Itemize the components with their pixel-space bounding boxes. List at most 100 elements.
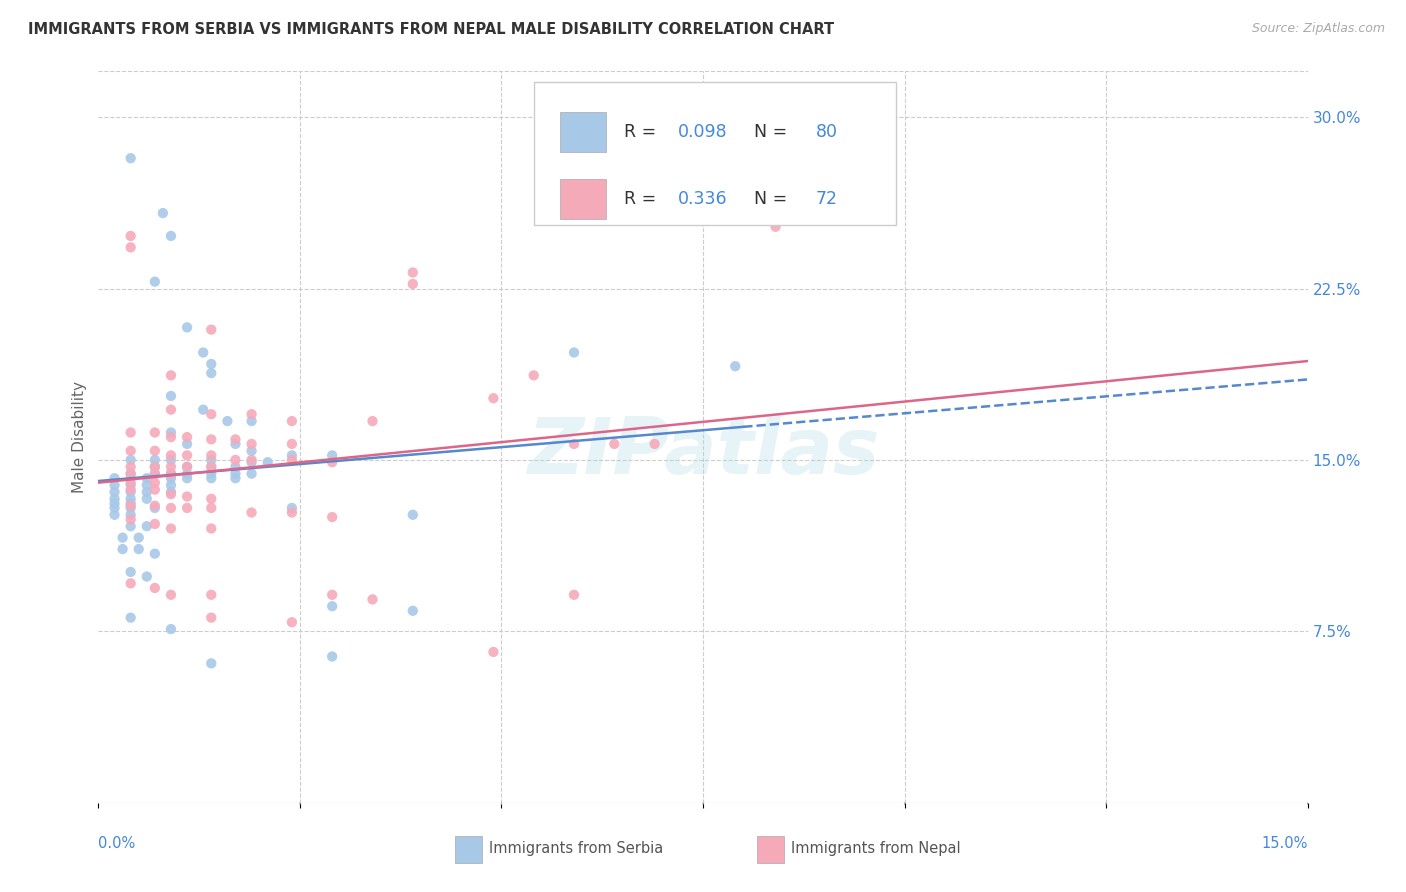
Point <box>103 508 125 522</box>
Point <box>143 581 166 595</box>
Point <box>240 455 263 469</box>
Point <box>200 610 222 624</box>
Point <box>120 483 142 497</box>
Point <box>176 459 198 474</box>
Point <box>135 478 157 492</box>
Point <box>143 275 166 289</box>
FancyBboxPatch shape <box>456 836 482 863</box>
Point <box>281 453 304 467</box>
Point <box>143 443 166 458</box>
Point <box>321 588 343 602</box>
Point <box>176 437 198 451</box>
Point <box>256 455 278 469</box>
Point <box>224 467 246 481</box>
Point <box>176 467 198 481</box>
Point <box>120 512 142 526</box>
Point <box>160 430 183 444</box>
Point <box>240 467 263 481</box>
Text: N =: N = <box>742 190 793 209</box>
Point <box>143 459 166 474</box>
Point <box>120 475 142 490</box>
Point <box>120 478 142 492</box>
Point <box>200 357 222 371</box>
Text: R =: R = <box>624 190 662 209</box>
Point <box>143 499 166 513</box>
Point <box>402 508 425 522</box>
Point <box>281 414 304 428</box>
Point <box>103 478 125 492</box>
Point <box>160 425 183 440</box>
Point <box>224 459 246 474</box>
Point <box>200 449 222 463</box>
Point <box>103 485 125 500</box>
Text: ZIPatlas: ZIPatlas <box>527 414 879 490</box>
Point <box>143 467 166 481</box>
Point <box>200 500 222 515</box>
Point <box>562 588 585 602</box>
Point <box>120 467 142 481</box>
Point <box>361 592 384 607</box>
Point <box>176 500 198 515</box>
Point <box>135 519 157 533</box>
Point <box>562 345 585 359</box>
Point <box>143 475 166 490</box>
FancyBboxPatch shape <box>561 179 606 219</box>
Text: 0.0%: 0.0% <box>98 836 135 851</box>
Point <box>644 437 666 451</box>
Point <box>143 516 166 531</box>
Point <box>603 437 626 451</box>
Text: 15.0%: 15.0% <box>1261 836 1308 851</box>
Point <box>224 471 246 485</box>
Text: 0.098: 0.098 <box>678 123 727 141</box>
Point <box>143 483 166 497</box>
Point <box>200 407 222 421</box>
Point <box>135 569 157 583</box>
Point <box>176 490 198 504</box>
Point <box>160 389 183 403</box>
Point <box>240 453 263 467</box>
Point <box>160 229 183 244</box>
Point <box>224 433 246 447</box>
Point <box>120 443 142 458</box>
Point <box>562 437 585 451</box>
Text: 0.336: 0.336 <box>678 190 727 209</box>
Point <box>120 485 142 500</box>
Point <box>200 459 222 474</box>
Point <box>103 496 125 510</box>
FancyBboxPatch shape <box>561 112 606 153</box>
Point <box>224 437 246 451</box>
Point <box>765 219 787 234</box>
Point <box>120 491 142 506</box>
Point <box>321 455 343 469</box>
Point <box>143 425 166 440</box>
Point <box>240 407 263 421</box>
Point <box>143 500 166 515</box>
Point <box>160 402 183 417</box>
Point <box>120 453 142 467</box>
Point <box>281 615 304 630</box>
Point <box>128 531 150 545</box>
Point <box>103 491 125 506</box>
Point <box>111 542 134 557</box>
Point <box>200 657 222 671</box>
Point <box>160 478 183 492</box>
Point <box>120 425 142 440</box>
Point <box>724 359 747 374</box>
Text: R =: R = <box>624 123 662 141</box>
Point <box>482 645 505 659</box>
Point <box>120 508 142 522</box>
Point <box>160 467 183 481</box>
Point <box>120 610 142 624</box>
Point <box>135 485 157 500</box>
Text: 72: 72 <box>815 190 838 209</box>
Point <box>193 345 215 359</box>
Point <box>128 542 150 557</box>
Point <box>193 402 215 417</box>
Point <box>176 459 198 474</box>
Point <box>281 506 304 520</box>
Point <box>135 491 157 506</box>
Point <box>200 471 222 485</box>
Point <box>402 604 425 618</box>
Point <box>160 485 183 500</box>
Point <box>176 471 198 485</box>
